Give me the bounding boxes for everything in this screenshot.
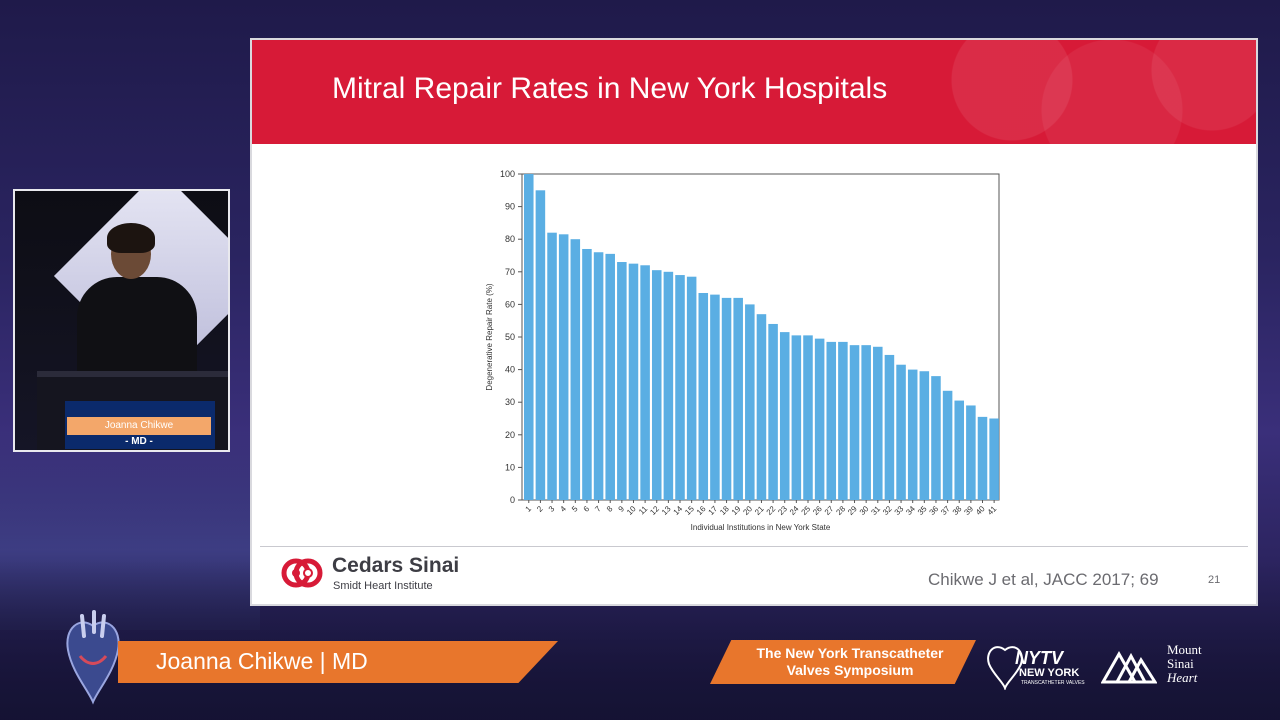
x-tick-label-4: 4 xyxy=(558,504,568,514)
bar-16 xyxy=(698,292,709,500)
x-tick-label-5: 5 xyxy=(570,504,580,514)
x-tick-label-9: 9 xyxy=(617,504,627,514)
podium-title: - MD - xyxy=(125,436,153,447)
symposium-title: The New York Transcatheter Valves Sympos… xyxy=(734,645,966,679)
bar-15 xyxy=(686,276,697,500)
speaker-body xyxy=(77,277,197,387)
podium-name: Joanna Chikwe xyxy=(67,417,211,435)
y-tick-label-10: 10 xyxy=(505,462,515,472)
nytv-logo-city: NEW YORK xyxy=(1019,667,1079,679)
mount-sinai-line1: Mount xyxy=(1167,642,1202,657)
bar-17 xyxy=(710,294,720,500)
mount-sinai-heart-wordmark: Mount Sinai Heart xyxy=(1167,643,1202,685)
y-tick-label-90: 90 xyxy=(505,202,515,212)
mount-sinai-logo-icon xyxy=(1101,650,1157,684)
bar-11 xyxy=(640,265,650,500)
symposium-title-line1: The New York Transcatheter xyxy=(756,645,944,661)
x-tick-label-7: 7 xyxy=(593,504,603,514)
bar-18 xyxy=(721,297,732,500)
x-tick-label-3: 3 xyxy=(547,504,557,514)
speaker-name: Joanna Chikwe | MD xyxy=(156,648,368,674)
bar-41 xyxy=(989,418,999,500)
heart-icon xyxy=(66,610,120,705)
bar-10 xyxy=(628,263,639,500)
bar-23 xyxy=(779,332,790,500)
bar-28 xyxy=(838,341,848,500)
citation: Chikwe J et al, JACC 2017; 69 xyxy=(928,570,1159,589)
speaker-hair xyxy=(107,223,155,253)
bar-31 xyxy=(873,346,883,500)
bar-8 xyxy=(605,253,615,500)
logo-subtitle: Smidt Heart Institute xyxy=(333,580,433,592)
bar-34 xyxy=(907,369,918,500)
bar-12 xyxy=(651,270,662,500)
bar-14 xyxy=(675,275,685,500)
y-tick-label-30: 30 xyxy=(505,397,515,407)
bar-26 xyxy=(814,338,825,500)
speaker-video: Joanna Chikwe - MD - xyxy=(13,189,230,452)
mount-sinai-line2: Sinai xyxy=(1167,656,1194,671)
bar-20 xyxy=(745,304,755,500)
y-tick-label-50: 50 xyxy=(505,332,515,342)
y-tick-label-40: 40 xyxy=(505,365,515,375)
bar-2 xyxy=(535,190,546,501)
bar-33 xyxy=(896,364,906,500)
bar-1 xyxy=(524,174,534,500)
bar-5 xyxy=(570,239,581,500)
bar-9 xyxy=(617,262,627,500)
x-tick-label-6: 6 xyxy=(582,504,592,514)
slide-number: 21 xyxy=(1208,574,1221,586)
bar-4 xyxy=(558,234,569,500)
bar-22 xyxy=(768,323,778,500)
bar-27 xyxy=(826,341,837,500)
bar-21 xyxy=(756,314,767,500)
presentation-slide: Mitral Repair Rates in New York Hospital… xyxy=(250,38,1258,606)
bar-35 xyxy=(919,371,930,500)
slide-title: Mitral Repair Rates in New York Hospital… xyxy=(332,72,888,105)
y-tick-label-20: 20 xyxy=(505,430,515,440)
x-axis-label: Individual Institutions in New York Stat… xyxy=(691,523,831,532)
bar-19 xyxy=(733,297,743,500)
y-tick-label-70: 70 xyxy=(505,267,515,277)
bar-38 xyxy=(954,400,965,500)
y-tick-label-80: 80 xyxy=(505,234,515,244)
x-tick-label-2: 2 xyxy=(535,504,545,514)
y-tick-label-100: 100 xyxy=(500,169,515,179)
bar-39 xyxy=(966,405,976,500)
bar-30 xyxy=(861,345,871,500)
bar-40 xyxy=(977,416,988,500)
bar-32 xyxy=(884,354,895,500)
symposium-banner xyxy=(710,640,976,684)
nytv-logo-tagline: TRANSCATHETER VALVES xyxy=(1021,680,1085,686)
speaker-lower-third xyxy=(118,641,558,683)
cedars-sinai-logo-mark-icon xyxy=(281,558,323,588)
y-tick-label-0: 0 xyxy=(510,495,515,505)
y-axis-label: Degenerative Repair Rate (%) xyxy=(485,283,494,390)
nytv-logo: NYTV NEW YORK TRANSCATHETER VALVES xyxy=(987,646,1085,690)
bar-3 xyxy=(547,232,557,500)
bar-29 xyxy=(849,345,860,500)
slide-footer-divider xyxy=(260,546,1248,547)
slide-header: Mitral Repair Rates in New York Hospital… xyxy=(252,40,1256,144)
cedars-sinai-logo: Cedars Sinai Smidt Heart Institute xyxy=(280,554,480,594)
bar-6 xyxy=(582,248,592,500)
bar-24 xyxy=(791,335,802,500)
logo-name: Cedars Sinai xyxy=(332,554,460,577)
y-tick-label-60: 60 xyxy=(505,299,515,309)
mount-sinai-line3: Heart xyxy=(1167,670,1198,685)
x-tick-label-1: 1 xyxy=(523,504,533,514)
bar-37 xyxy=(942,390,953,500)
bar-7 xyxy=(593,252,604,500)
bar-13 xyxy=(663,271,674,500)
symposium-title-line2: Valves Symposium xyxy=(786,662,914,678)
nytv-logo-mark: NYTV xyxy=(1015,648,1065,668)
x-tick-label-41: 41 xyxy=(986,504,999,517)
bar-25 xyxy=(803,335,813,500)
bar-36 xyxy=(931,376,941,500)
x-tick-label-8: 8 xyxy=(605,504,615,514)
